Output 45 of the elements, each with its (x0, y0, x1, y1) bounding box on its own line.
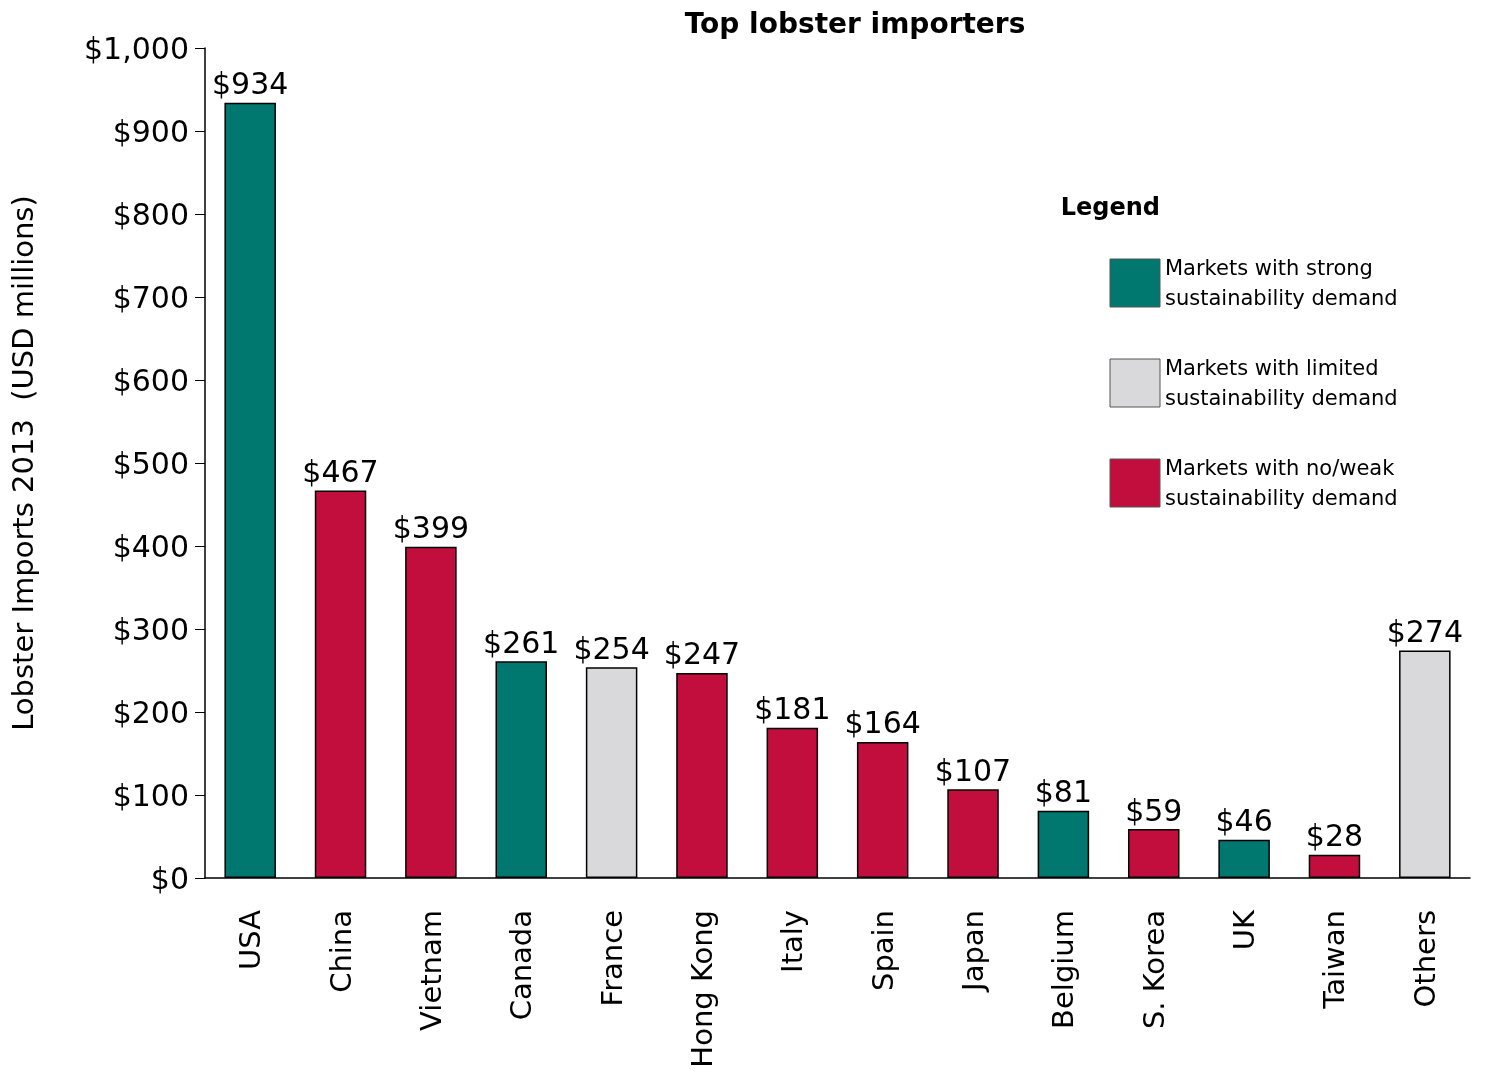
y-tick-label: $100 (112, 777, 189, 813)
data-label: $81 (1034, 774, 1093, 810)
data-label: $274 (1386, 614, 1463, 650)
y-tick-label: $0 (150, 860, 189, 896)
chart-title: Top lobster importers (684, 6, 1026, 40)
y-tick-label: $500 (112, 445, 189, 481)
data-label: $261 (483, 624, 560, 660)
legend-label: Markets with limited sustainability demand (1165, 356, 1398, 410)
x-tick-label: Canada (504, 910, 539, 1021)
x-tick-label: Taiwan (1317, 910, 1352, 1010)
y-tick-label: $400 (112, 528, 189, 564)
data-label: $181 (754, 691, 831, 727)
x-tick-label: Vietnam (413, 910, 448, 1031)
data-label: $934 (212, 66, 289, 102)
x-tick-label: USA (233, 909, 268, 971)
y-tick-label: $700 (112, 279, 189, 315)
y-axis-title: Lobster Imports 2013 (USD millions) (5, 195, 40, 731)
data-label: $399 (392, 510, 470, 546)
legend-label: Markets with no/weak sustainability demand (1165, 456, 1402, 510)
x-tick-label: Japan (956, 910, 991, 993)
x-tick-label: Hong Kong (684, 910, 719, 1068)
legend-title: Legend (1060, 193, 1160, 221)
y-tick-label: $300 (112, 611, 189, 647)
x-tick-label: Italy (775, 910, 810, 973)
x-tick-label: UK (1227, 909, 1262, 951)
data-label: $254 (573, 630, 650, 666)
data-label: $247 (663, 636, 741, 672)
x-tick-label: France (594, 910, 629, 1007)
data-label: $164 (844, 705, 921, 741)
data-label: $28 (1305, 818, 1364, 854)
data-label: $46 (1215, 803, 1273, 839)
x-tick-label: Spain (865, 910, 900, 992)
y-tick-label: $600 (112, 362, 189, 398)
x-tick-label: Belgium (1046, 910, 1081, 1029)
data-label: $467 (302, 453, 379, 489)
x-tick-label: S. Korea (1136, 910, 1171, 1030)
y-tick-label: $1,000 (84, 30, 189, 66)
y-tick-label: $200 (112, 694, 189, 730)
x-tick-label: Others (1407, 910, 1442, 1008)
x-tick-label: China (323, 910, 358, 993)
data-label: $59 (1125, 792, 1183, 828)
y-tick-label: $800 (112, 196, 189, 232)
data-label: $107 (934, 752, 1012, 788)
y-tick-label: $900 (112, 113, 189, 149)
legend-label: Markets with strong sustainability demand (1165, 256, 1398, 310)
